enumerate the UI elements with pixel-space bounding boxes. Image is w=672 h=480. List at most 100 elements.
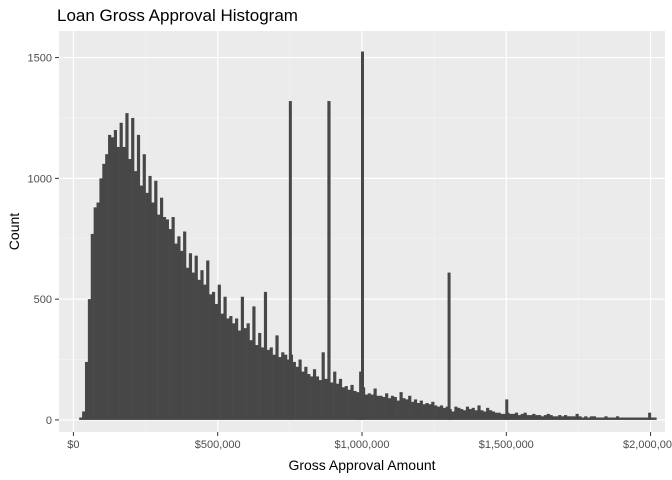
histogram-bar: [211, 291, 216, 420]
histogram-bar: [463, 410, 467, 420]
histogram-bar: [471, 407, 475, 420]
histogram-bar: [543, 415, 547, 420]
histogram-bar: [165, 219, 169, 420]
histogram-bar: [286, 359, 291, 420]
y-tick-label: 1000: [28, 173, 52, 185]
y-axis-label: Count: [6, 213, 22, 250]
histogram-bar: [87, 299, 92, 420]
histogram-bar: [298, 359, 302, 420]
x-tick-label: $0: [67, 439, 79, 451]
histogram-bar: [252, 306, 256, 420]
histogram-bar: [177, 236, 181, 420]
histogram-bar: [134, 171, 138, 420]
histogram-bar: [587, 417, 591, 420]
histogram-bar: [122, 146, 126, 420]
y-tick-label: 1500: [28, 53, 52, 65]
histogram-bar: [336, 383, 340, 420]
histogram-bar: [235, 318, 239, 420]
histogram-bar: [468, 409, 472, 420]
histogram-bar: [428, 404, 432, 420]
histogram-bar: [330, 382, 334, 420]
histogram-bar: [434, 405, 438, 420]
histogram-bar: [494, 412, 498, 420]
histogram-bar: [266, 349, 270, 420]
histogram-bar: [592, 416, 597, 420]
histogram-bar: [460, 409, 464, 420]
histogram-bar: [304, 366, 308, 420]
histogram-bar: [237, 330, 242, 420]
histogram-bar: [261, 347, 265, 420]
x-tick-label: $1,500,000: [479, 439, 534, 451]
histogram-bar: [243, 328, 247, 420]
histogram-bar: [540, 416, 545, 420]
x-axis-label: Gross Approval Amount: [288, 457, 435, 473]
histogram-bar: [624, 417, 628, 420]
histogram-bar: [555, 416, 559, 420]
histogram-bar: [315, 376, 320, 420]
histogram-bar: [139, 185, 143, 420]
histogram-bar: [125, 113, 129, 420]
histogram-bar: [379, 395, 383, 420]
histogram-bar: [148, 175, 152, 420]
histogram-bar: [240, 296, 244, 420]
histogram-bar: [333, 371, 337, 420]
histogram-bar: [529, 415, 533, 420]
histogram-bar: [564, 415, 568, 420]
histogram-bar: [82, 411, 86, 420]
histogram-bar: [275, 335, 279, 420]
histogram-bar: [546, 413, 550, 420]
histogram-bar: [425, 403, 429, 420]
histogram-bar: [180, 250, 184, 420]
histogram-bar: [613, 417, 617, 420]
histogram-bar: [390, 395, 395, 420]
histogram-bar: [96, 202, 100, 420]
histogram-bar: [552, 416, 556, 420]
histogram-bar: [217, 284, 221, 420]
histogram-bar: [301, 371, 305, 420]
histogram-bar: [445, 406, 449, 420]
histogram-bar: [341, 387, 345, 420]
histogram-bar: [526, 415, 530, 420]
histogram-bar: [393, 396, 397, 420]
histogram-bar: [569, 416, 573, 420]
histogram-bar: [641, 417, 646, 420]
histogram-bar: [93, 207, 97, 420]
histogram-bar: [491, 411, 496, 420]
histogram-bar: [307, 374, 311, 420]
histogram-bar: [589, 416, 594, 420]
histogram-bar: [523, 412, 527, 420]
histogram-bar: [627, 417, 631, 420]
histogram-bar: [465, 406, 470, 420]
histogram-bar: [263, 291, 268, 420]
histogram-bar: [353, 390, 357, 420]
histogram-bar: [90, 233, 94, 420]
histogram-bar: [575, 413, 579, 420]
histogram-bar: [220, 313, 224, 420]
histogram-bar: [113, 130, 118, 420]
histogram-bar: [437, 406, 441, 420]
histogram-bar: [370, 394, 374, 420]
histogram-spike: [447, 272, 451, 420]
histogram-bar: [84, 361, 89, 420]
histogram-bar: [200, 270, 204, 420]
histogram-bar: [338, 378, 343, 420]
histogram-bar: [474, 410, 478, 420]
histogram-spike: [648, 412, 652, 420]
histogram-bar: [630, 417, 634, 420]
histogram-bar: [367, 393, 371, 420]
histogram-bar: [644, 417, 648, 420]
histogram-bar: [408, 395, 412, 420]
histogram-bar: [584, 416, 588, 420]
histogram-bar: [171, 217, 175, 420]
histogram-bar: [185, 267, 190, 420]
histogram-bar: [295, 366, 299, 420]
histogram-bar: [356, 395, 360, 420]
histogram-bar: [618, 417, 623, 420]
histogram-spike: [505, 399, 509, 420]
histogram-bar: [442, 407, 446, 420]
histogram-bar: [578, 416, 582, 420]
y-tick-label: 500: [34, 294, 52, 306]
histogram-bar: [128, 159, 132, 420]
histogram-bar: [601, 417, 605, 420]
